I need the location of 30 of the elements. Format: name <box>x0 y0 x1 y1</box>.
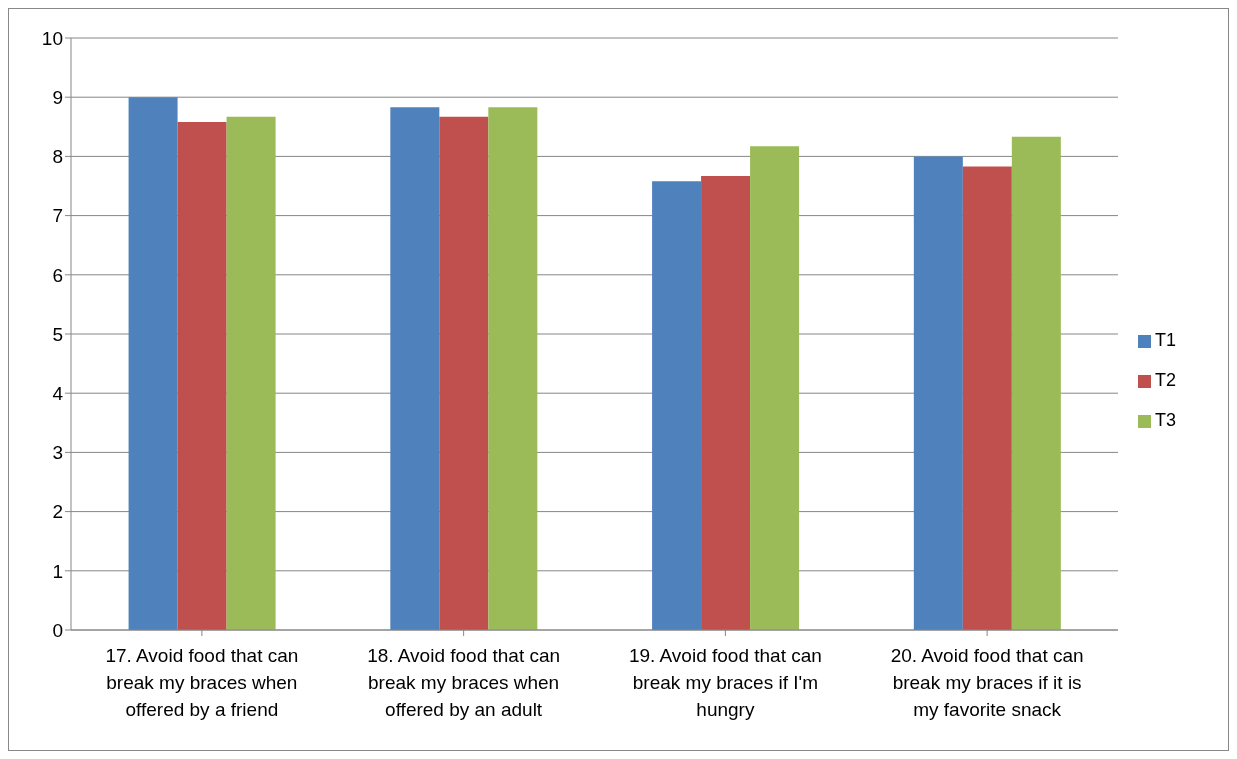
y-tick-label: 7 <box>52 205 63 227</box>
legend-label: T1 <box>1155 329 1177 350</box>
x-tick-label: 20. Avoid food that can break my braces if it is my favorite snack <box>890 645 1084 720</box>
y-tick-label: 10 <box>41 27 63 49</box>
bar <box>128 97 178 630</box>
bar <box>226 116 276 630</box>
bar <box>913 156 963 630</box>
bar <box>750 146 800 630</box>
bar <box>652 181 702 630</box>
x-tick-label: 17. Avoid food that can break my braces when offered by a friend <box>105 645 299 720</box>
bar <box>1011 136 1061 630</box>
bar <box>701 175 751 630</box>
bar <box>390 107 440 630</box>
legend-label: T2 <box>1155 369 1177 390</box>
y-tick-label: 3 <box>52 442 63 464</box>
y-tick-label: 0 <box>52 619 63 641</box>
y-tick-label: 9 <box>52 86 63 108</box>
y-tick-label: 2 <box>52 501 63 523</box>
y-tick-label: 6 <box>52 264 63 286</box>
bar <box>177 122 227 630</box>
x-tick-label: 19. Avoid food that can break my braces if I'm hungry <box>628 645 822 720</box>
bar <box>488 107 538 630</box>
bar <box>962 166 1012 630</box>
y-tick-label: 5 <box>52 323 63 345</box>
y-tick-label: 8 <box>52 146 63 168</box>
bar <box>439 116 489 630</box>
y-tick-label: 4 <box>52 382 64 404</box>
y-tick-label: 1 <box>52 560 63 582</box>
legend-label: T3 <box>1155 409 1177 430</box>
x-tick-label: 18. Avoid food that can break my braces when offered by an adult <box>367 645 561 720</box>
